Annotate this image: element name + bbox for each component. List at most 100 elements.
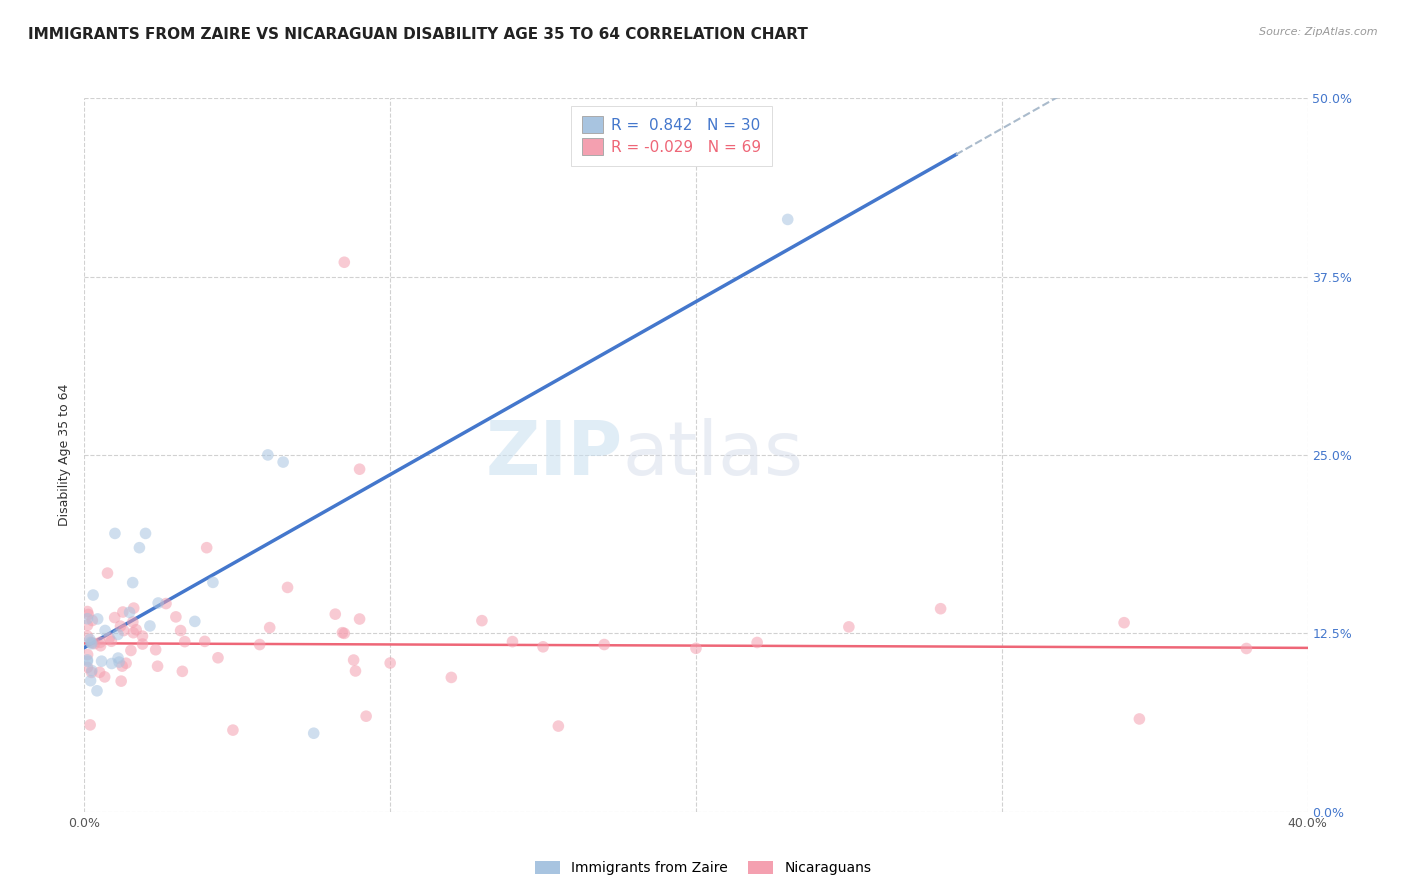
Point bbox=[76, 605, 98, 619]
Point bbox=[332, 625, 354, 640]
Point bbox=[111, 659, 134, 673]
Point bbox=[139, 619, 162, 633]
Point bbox=[83, 636, 105, 650]
Point bbox=[104, 526, 127, 541]
Point bbox=[122, 601, 145, 615]
Point bbox=[155, 597, 177, 611]
Point bbox=[90, 654, 112, 668]
Point bbox=[354, 709, 377, 723]
Point bbox=[115, 657, 138, 671]
Point bbox=[76, 618, 98, 632]
Point bbox=[76, 654, 98, 668]
Point bbox=[86, 612, 108, 626]
Text: IMMIGRANTS FROM ZAIRE VS NICARAGUAN DISABILITY AGE 35 TO 64 CORRELATION CHART: IMMIGRANTS FROM ZAIRE VS NICARAGUAN DISA… bbox=[28, 27, 808, 42]
Point bbox=[122, 625, 145, 640]
Point bbox=[195, 541, 218, 555]
Point bbox=[249, 638, 271, 652]
Point bbox=[440, 670, 463, 684]
Point bbox=[259, 621, 281, 635]
Point bbox=[333, 626, 356, 640]
Point bbox=[531, 640, 554, 654]
Point bbox=[207, 650, 229, 665]
Point bbox=[80, 637, 103, 651]
Point bbox=[120, 643, 142, 657]
Point bbox=[1114, 615, 1136, 630]
Point bbox=[107, 651, 129, 665]
Legend: Immigrants from Zaire, Nicaraguans: Immigrants from Zaire, Nicaraguans bbox=[529, 855, 877, 880]
Text: ZIP: ZIP bbox=[485, 418, 623, 491]
Point bbox=[94, 624, 117, 638]
Point bbox=[79, 635, 101, 649]
Point bbox=[145, 642, 167, 657]
Point bbox=[82, 614, 104, 628]
Point bbox=[125, 623, 148, 637]
Point bbox=[100, 657, 122, 671]
Point bbox=[98, 631, 121, 645]
Point bbox=[108, 655, 131, 669]
Point bbox=[471, 614, 494, 628]
Text: Source: ZipAtlas.com: Source: ZipAtlas.com bbox=[1260, 27, 1378, 37]
Point bbox=[76, 653, 98, 667]
Point bbox=[111, 605, 134, 619]
Point bbox=[107, 627, 129, 641]
Point bbox=[344, 664, 367, 678]
Point bbox=[131, 629, 153, 643]
Point bbox=[89, 635, 111, 649]
Point bbox=[343, 653, 366, 667]
Point bbox=[201, 575, 224, 590]
Text: atlas: atlas bbox=[623, 418, 804, 491]
Point bbox=[593, 638, 616, 652]
Point bbox=[79, 673, 101, 688]
Point bbox=[76, 648, 98, 662]
Point bbox=[79, 718, 101, 732]
Point bbox=[76, 660, 98, 674]
Point bbox=[747, 635, 769, 649]
Point bbox=[76, 612, 98, 626]
Point bbox=[100, 634, 122, 648]
Point bbox=[110, 619, 132, 633]
Point bbox=[135, 526, 157, 541]
Point bbox=[80, 636, 103, 650]
Point bbox=[173, 634, 195, 648]
Point bbox=[80, 665, 103, 680]
Point bbox=[349, 462, 371, 476]
Point bbox=[93, 670, 115, 684]
Point bbox=[131, 637, 153, 651]
Point bbox=[146, 659, 169, 673]
Point bbox=[194, 634, 217, 648]
Point bbox=[89, 665, 111, 680]
Point bbox=[82, 588, 104, 602]
Point bbox=[838, 620, 860, 634]
Point bbox=[79, 632, 101, 647]
Point bbox=[146, 596, 169, 610]
Point bbox=[929, 601, 952, 615]
Point bbox=[104, 610, 127, 624]
Point bbox=[121, 575, 143, 590]
Point bbox=[165, 610, 187, 624]
Point bbox=[90, 639, 112, 653]
Point bbox=[502, 634, 524, 648]
Point bbox=[112, 624, 135, 638]
Point bbox=[118, 606, 141, 620]
Point bbox=[349, 612, 371, 626]
Point bbox=[271, 455, 294, 469]
Point bbox=[1236, 641, 1258, 656]
Point bbox=[776, 212, 799, 227]
Point bbox=[86, 683, 108, 698]
Point bbox=[547, 719, 569, 733]
Point bbox=[222, 723, 245, 738]
Point bbox=[333, 255, 356, 269]
Point bbox=[380, 656, 402, 670]
Y-axis label: Disability Age 35 to 64: Disability Age 35 to 64 bbox=[58, 384, 72, 526]
Point bbox=[1128, 712, 1150, 726]
Point bbox=[685, 641, 707, 656]
Point bbox=[128, 541, 150, 555]
Point bbox=[257, 448, 280, 462]
Point bbox=[76, 629, 98, 643]
Point bbox=[110, 674, 132, 689]
Point bbox=[184, 615, 207, 629]
Point bbox=[323, 607, 346, 622]
Point bbox=[121, 615, 143, 629]
Point bbox=[302, 726, 325, 740]
Point bbox=[172, 665, 194, 679]
